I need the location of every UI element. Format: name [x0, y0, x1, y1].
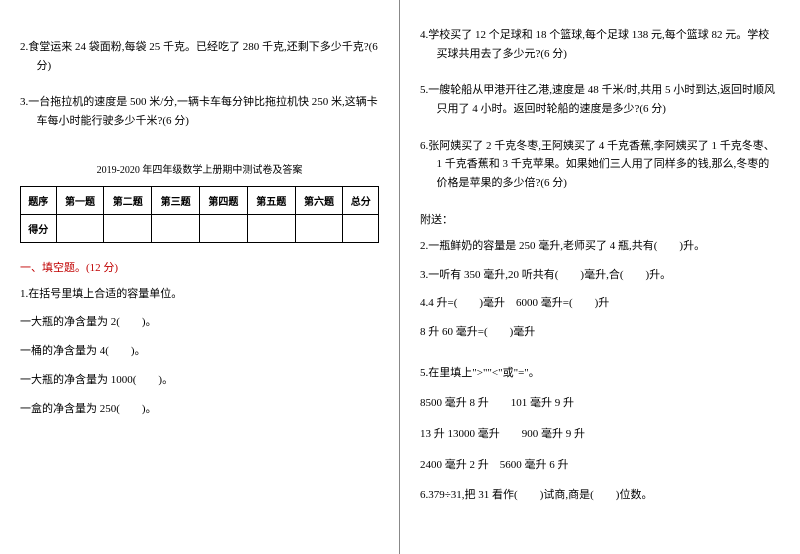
th-4: 第四题 — [199, 186, 247, 214]
question-4: 4.学校买了 12 个足球和 18 个篮球,每个足球 138 元,每个篮球 82… — [420, 26, 780, 63]
th-5: 第五题 — [247, 186, 295, 214]
a3: 3.一听有 350 毫升,20 听共有( )毫升,合( )升。 — [420, 266, 780, 285]
c3: 2400 毫升 2 升 5600 毫升 6 升 — [420, 456, 780, 475]
right-column: 4.学校买了 12 个足球和 18 个篮球,每个足球 138 元,每个篮球 82… — [400, 0, 800, 554]
cell — [343, 214, 379, 242]
c2: 13 升 13000 毫升 900 毫升 9 升 — [420, 425, 780, 444]
question-3: 3.一台拖拉机的速度是 500 米/分,一辆卡车每分钟比拖拉机快 250 米,这… — [20, 93, 379, 130]
c4: 6.379÷31,把 31 看作( )试商,商是( )位数。 — [420, 486, 780, 505]
th-2: 第二题 — [104, 186, 152, 214]
cell — [247, 214, 295, 242]
line-4: 一盒的净含量为 250( )。 — [20, 400, 379, 419]
th-7: 总分 — [343, 186, 379, 214]
th-0: 题序 — [21, 186, 57, 214]
cell — [104, 214, 152, 242]
section-1-title: 一、填空题。(12 分) — [20, 259, 379, 275]
cell — [199, 214, 247, 242]
a4b: 8 升 60 毫升=( )毫升 — [420, 323, 780, 342]
question-5: 5.一艘轮船从甲港开往乙港,速度是 48 千米/时,共用 5 小时到达,返回时顺… — [420, 81, 780, 118]
row-label: 得分 — [21, 214, 57, 242]
question-2: 2.食堂运来 24 袋面粉,每袋 25 千克。已经吃了 280 千克,还剩下多少… — [20, 38, 379, 75]
a2: 2.一瓶鲜奶的容量是 250 毫升,老师买了 4 瓶,共有( )升。 — [420, 237, 780, 256]
line-1: 一大瓶的净含量为 2( )。 — [20, 313, 379, 332]
question-6: 6.张阿姨买了 2 千克冬枣,王阿姨买了 4 千克香蕉,李阿姨买了 1 千克冬枣… — [420, 137, 780, 193]
c1: 8500 毫升 8 升 101 毫升 9 升 — [420, 394, 780, 413]
line-3: 一大瓶的净含量为 1000( )。 — [20, 371, 379, 390]
a4: 4.4 升=( )毫升 6000 毫升=( )升 — [420, 294, 780, 313]
p5: 5.在里填上">""<"或"="。 — [420, 364, 780, 383]
prompt-1: 1.在括号里填上合适的容量单位。 — [20, 285, 379, 304]
line-2: 一桶的净含量为 4( )。 — [20, 342, 379, 361]
th-6: 第六题 — [295, 186, 343, 214]
th-1: 第一题 — [56, 186, 104, 214]
th-3: 第三题 — [152, 186, 200, 214]
cell — [295, 214, 343, 242]
score-table: 题序 第一题 第二题 第三题 第四题 第五题 第六题 总分 得分 — [20, 186, 379, 243]
cell — [152, 214, 200, 242]
left-column: 2.食堂运来 24 袋面粉,每袋 25 千克。已经吃了 280 千克,还剩下多少… — [0, 0, 400, 554]
attach-label: 附送： — [420, 211, 780, 227]
cell — [56, 214, 104, 242]
exam-title: 2019-2020 年四年级数学上册期中测试卷及答案 — [20, 161, 379, 176]
